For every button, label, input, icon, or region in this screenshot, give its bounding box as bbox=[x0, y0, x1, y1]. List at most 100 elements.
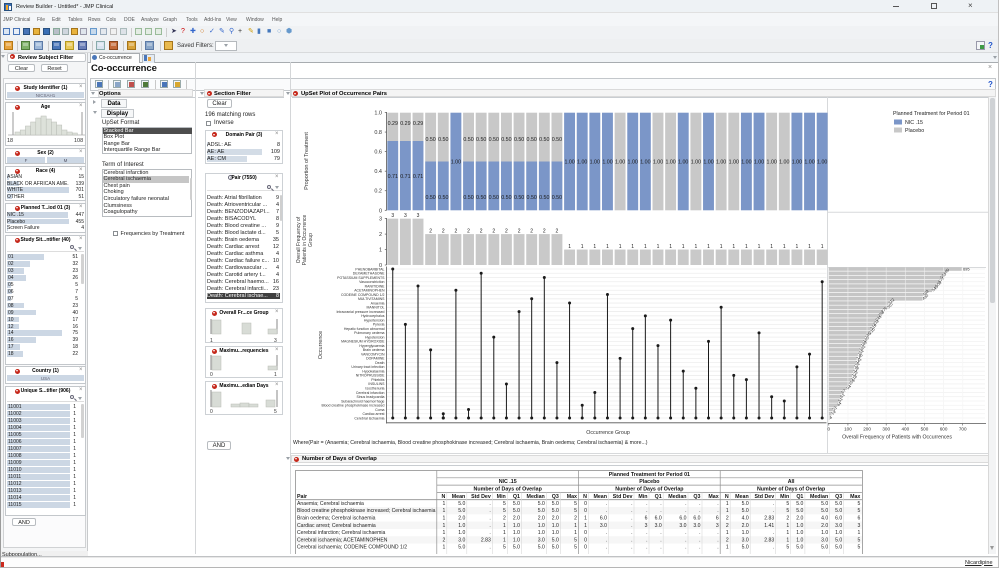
svg-text:.: . bbox=[685, 501, 686, 507]
svg-text:.: . bbox=[699, 530, 700, 536]
svg-text:0: 0 bbox=[379, 263, 382, 269]
svg-text:.: . bbox=[699, 508, 700, 514]
svg-text:Placebo: Placebo bbox=[640, 479, 661, 485]
svg-text:.: . bbox=[718, 544, 719, 550]
svg-text:0.50: 0.50 bbox=[425, 195, 435, 201]
svg-text:Hyperglycaemia: Hyperglycaemia bbox=[359, 344, 384, 348]
svg-text:490: 490 bbox=[921, 292, 930, 301]
svg-text:5: 5 bbox=[575, 501, 578, 507]
svg-text:1.00: 1.00 bbox=[577, 160, 587, 166]
svg-text:5.0: 5.0 bbox=[797, 544, 804, 550]
svg-text:.: . bbox=[661, 530, 662, 536]
svg-text:5.0: 5.0 bbox=[835, 501, 842, 507]
svg-text:1.0: 1.0 bbox=[742, 530, 749, 536]
svg-text:21: 21 bbox=[831, 404, 838, 411]
svg-text:0.50: 0.50 bbox=[463, 137, 473, 143]
svg-text:5: 5 bbox=[858, 501, 861, 507]
svg-text:All: All bbox=[788, 479, 795, 485]
svg-text:.: . bbox=[646, 544, 647, 550]
svg-text:558: 558 bbox=[934, 279, 943, 288]
svg-text:0.29: 0.29 bbox=[400, 121, 410, 127]
svg-text:Cerebral ischaemia; ACETAMINOP: Cerebral ischaemia; ACETAMINOPHEN bbox=[297, 537, 388, 543]
svg-text:118: 118 bbox=[850, 373, 859, 382]
svg-text:1: 1 bbox=[783, 244, 786, 250]
svg-text:Median: Median bbox=[810, 494, 828, 500]
svg-text:Cerebral ischaemia; CODEINE CO: Cerebral ischaemia; CODEINE COMPOUND 1/2 bbox=[297, 544, 407, 550]
svg-text:6: 6 bbox=[716, 515, 719, 521]
svg-text:Mean: Mean bbox=[452, 494, 466, 500]
svg-text:6.0: 6.0 bbox=[655, 515, 662, 521]
svg-text:5: 5 bbox=[858, 508, 861, 514]
svg-text:1.00: 1.00 bbox=[678, 160, 688, 166]
svg-text:Q1: Q1 bbox=[797, 494, 804, 500]
svg-text:.: . bbox=[631, 501, 632, 507]
svg-text:0.50: 0.50 bbox=[438, 195, 448, 201]
svg-text:122: 122 bbox=[851, 369, 860, 378]
svg-text:3: 3 bbox=[858, 523, 861, 529]
svg-text:4.0: 4.0 bbox=[742, 515, 749, 521]
svg-text:1.0: 1.0 bbox=[513, 530, 520, 536]
svg-text:51: 51 bbox=[837, 396, 844, 403]
svg-text:245: 245 bbox=[874, 314, 883, 323]
svg-text:Number of Days of Overlap: Number of Days of Overlap bbox=[616, 486, 685, 492]
svg-text:.: . bbox=[699, 501, 700, 507]
svg-text:2: 2 bbox=[530, 229, 533, 235]
svg-text:1.0: 1.0 bbox=[459, 523, 466, 529]
svg-text:.: . bbox=[490, 515, 491, 521]
svg-text:Std Dev: Std Dev bbox=[613, 494, 633, 500]
svg-text:1.00: 1.00 bbox=[754, 160, 764, 166]
svg-text:.: . bbox=[661, 501, 662, 507]
svg-text:0: 0 bbox=[828, 427, 831, 432]
svg-text:1: 1 bbox=[745, 244, 748, 250]
svg-text:0.71: 0.71 bbox=[400, 174, 410, 180]
svg-text:.: . bbox=[490, 501, 491, 507]
svg-text:Hypotension: Hypotension bbox=[365, 335, 385, 339]
svg-text:.: . bbox=[646, 530, 647, 536]
svg-text:312: 312 bbox=[887, 297, 896, 306]
svg-text:Mean: Mean bbox=[594, 494, 608, 500]
svg-text:1: 1 bbox=[503, 523, 506, 529]
svg-text:1.00: 1.00 bbox=[653, 160, 663, 166]
svg-text:1.00: 1.00 bbox=[741, 160, 751, 166]
svg-text:3.0: 3.0 bbox=[538, 537, 545, 543]
svg-text:Cerebral infarction: Cerebral infarction bbox=[356, 391, 385, 395]
svg-text:600: 600 bbox=[940, 427, 948, 432]
svg-text:5.0: 5.0 bbox=[459, 544, 466, 550]
svg-text:1.00: 1.00 bbox=[729, 160, 739, 166]
svg-text:5.0: 5.0 bbox=[821, 544, 828, 550]
svg-text:.: . bbox=[631, 515, 632, 521]
svg-text:.: . bbox=[490, 530, 491, 536]
svg-text:1: 1 bbox=[585, 515, 588, 521]
svg-text:700: 700 bbox=[959, 427, 967, 432]
svg-text:0.50: 0.50 bbox=[476, 195, 486, 201]
svg-text:N: N bbox=[725, 494, 729, 500]
svg-text:573: 573 bbox=[937, 275, 946, 284]
svg-text:3: 3 bbox=[391, 213, 394, 219]
svg-text:219: 219 bbox=[869, 322, 878, 331]
svg-text:2: 2 bbox=[575, 515, 578, 521]
svg-text:1: 1 bbox=[787, 530, 790, 536]
svg-text:Subarachnoid haemorrhage: Subarachnoid haemorrhage bbox=[341, 399, 384, 403]
svg-text:1: 1 bbox=[808, 244, 811, 250]
svg-text:.: . bbox=[661, 508, 662, 514]
svg-text:1.00: 1.00 bbox=[451, 160, 461, 166]
svg-text:Coma: Coma bbox=[375, 408, 384, 412]
svg-text:5: 5 bbox=[503, 501, 506, 507]
svg-text:1: 1 bbox=[787, 537, 790, 543]
svg-text:.: . bbox=[631, 530, 632, 536]
svg-text:3.0: 3.0 bbox=[459, 537, 466, 543]
svg-text:Planned Treatment for Period 0: Planned Treatment for Period 01 bbox=[609, 472, 690, 478]
svg-text:5.0: 5.0 bbox=[552, 508, 559, 514]
svg-text:Cerebral ischaemia: Cerebral ischaemia bbox=[354, 416, 384, 420]
svg-text:Hydrocephalus: Hydrocephalus bbox=[361, 314, 385, 318]
svg-text:1.41: 1.41 bbox=[765, 523, 775, 529]
svg-text:1: 1 bbox=[707, 244, 710, 250]
svg-text:Placebo: Placebo bbox=[905, 128, 924, 134]
svg-text:5.0: 5.0 bbox=[538, 501, 545, 507]
svg-text:3: 3 bbox=[645, 523, 648, 529]
svg-text:PHENOBARBITAL: PHENOBARBITAL bbox=[355, 267, 384, 271]
svg-text:0: 0 bbox=[585, 537, 588, 543]
svg-text:169: 169 bbox=[860, 339, 869, 348]
svg-text:1: 1 bbox=[821, 244, 824, 250]
svg-text:.: . bbox=[490, 523, 491, 529]
